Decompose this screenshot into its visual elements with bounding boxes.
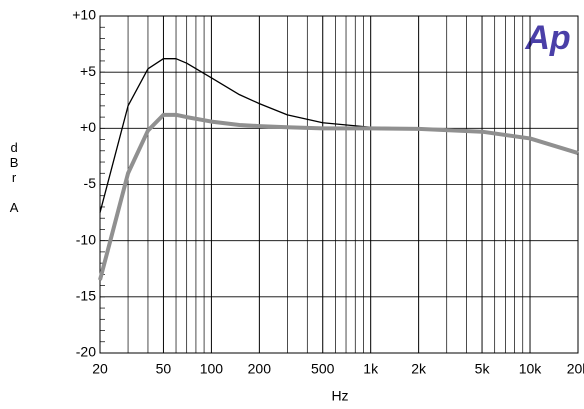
x-tick-label: 5k (475, 361, 491, 377)
y-tick-label: +10 (72, 7, 96, 23)
logo: Ap (524, 19, 570, 57)
x-tick-label: 100 (200, 361, 224, 377)
x-tick-label: 200 (248, 361, 272, 377)
x-tick-label: 1k (363, 361, 379, 377)
x-tick-label: 50 (156, 361, 172, 377)
y-tick-label: -15 (76, 288, 96, 304)
x-axis-label: Hz (331, 388, 348, 404)
x-tick-label: 500 (311, 361, 335, 377)
x-tick-label: 2k (411, 361, 427, 377)
plot-frame (99, 15, 579, 354)
x-tick-label: 20 (92, 361, 108, 377)
y-tick-label: +0 (80, 119, 96, 135)
series-line (98, 112, 579, 281)
y-axis-label: dBr A (7, 140, 22, 215)
y-tick-label: -5 (84, 175, 97, 191)
y-tick-label: +5 (80, 63, 96, 79)
x-tick-label: 20k (567, 361, 584, 377)
x-tick-label: 10k (519, 361, 543, 377)
y-tick-label: -20 (76, 344, 96, 360)
y-tick-label: -10 (76, 231, 96, 247)
